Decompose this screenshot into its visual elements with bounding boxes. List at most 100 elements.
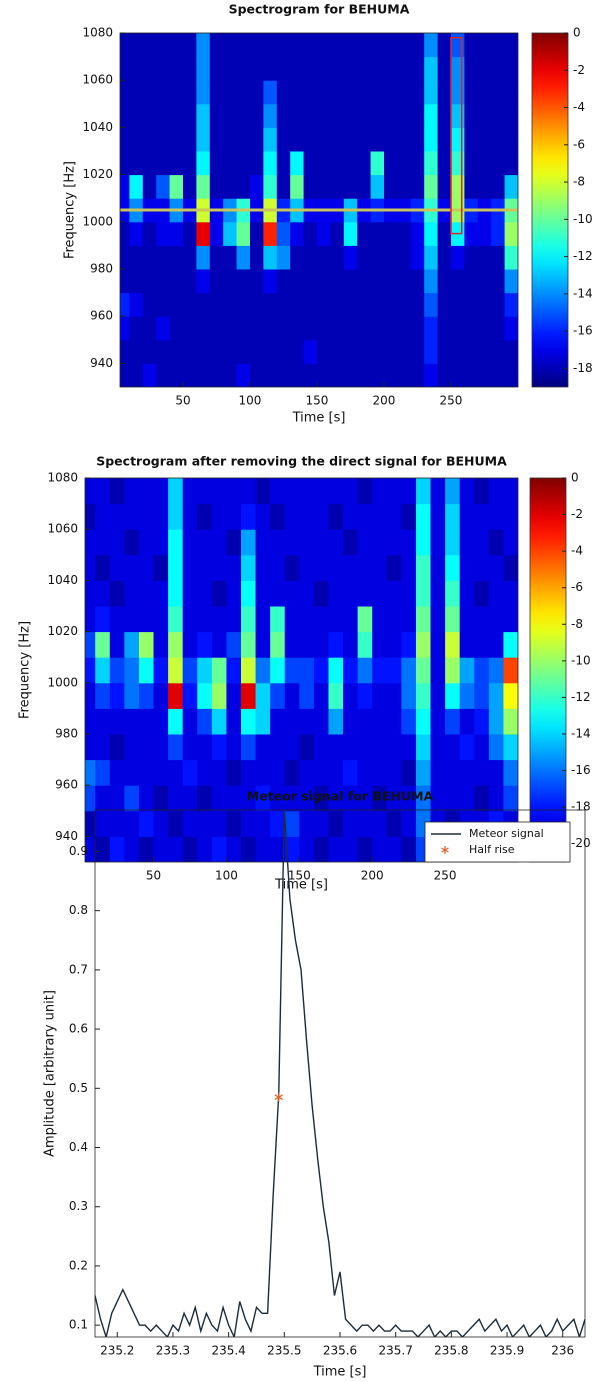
heat-cell <box>386 759 402 786</box>
heat-cell <box>182 529 198 556</box>
heat-cell <box>196 221 211 246</box>
heat-cell <box>330 56 345 81</box>
heat-cell <box>386 657 402 684</box>
heat-cell <box>401 503 417 530</box>
heat-cell <box>357 127 372 152</box>
y-tick-label: 1060 <box>47 522 78 536</box>
heat-cell <box>313 682 329 709</box>
y-tick-label: 1000 <box>47 675 78 689</box>
heat-cell <box>120 151 130 176</box>
heat-cell <box>328 606 344 633</box>
heat-cell <box>209 103 224 128</box>
heat-cell <box>303 174 318 199</box>
heat-cell <box>124 554 140 581</box>
heat-cell <box>328 529 344 556</box>
heat-cell <box>223 33 238 58</box>
heat-cell <box>343 339 358 364</box>
heat-cell <box>211 631 227 658</box>
heat-cell <box>209 33 224 58</box>
heat-cell <box>249 292 264 317</box>
y-tick-label: 1080 <box>82 26 113 40</box>
heat-cell <box>85 554 96 581</box>
heat-cell <box>236 56 251 81</box>
heat-cell <box>357 810 373 837</box>
heat-cell <box>95 631 111 658</box>
heat-cell <box>255 785 271 812</box>
heat-cell <box>303 33 318 58</box>
heat-cell <box>445 554 461 581</box>
heat-cell <box>197 606 213 633</box>
heat-cell <box>142 174 157 199</box>
heat-cell <box>503 580 518 607</box>
heat-cell <box>226 529 242 556</box>
heat-cell <box>459 759 475 786</box>
x-tick-label: 235.4 <box>211 1344 245 1358</box>
heat-cell <box>284 554 300 581</box>
heat-cell <box>138 708 155 735</box>
heat-cell <box>153 708 169 735</box>
heat-cell <box>138 836 155 862</box>
heat-cell <box>370 245 385 270</box>
colorbar-tick-label: -12 <box>573 249 593 263</box>
heat-cell <box>196 127 211 152</box>
heat-cell <box>263 339 278 364</box>
heat-cell <box>270 785 286 812</box>
heat-cell <box>109 734 125 761</box>
heat-cell <box>299 554 315 581</box>
heat-cell <box>343 503 359 530</box>
heat-cell <box>303 269 318 294</box>
heat-cell <box>142 363 157 387</box>
heat-cell <box>182 151 197 176</box>
heat-cell <box>397 56 412 81</box>
heat-cell <box>109 785 125 812</box>
heat-cell <box>464 221 479 246</box>
heat-cell <box>236 127 251 152</box>
heat-cell <box>424 363 439 387</box>
heat-cell <box>459 631 475 658</box>
heat-cell <box>109 529 125 556</box>
heat-cell <box>357 631 373 658</box>
heat-cell <box>124 478 140 505</box>
heat-cell <box>182 33 197 58</box>
heat-cell <box>138 657 155 684</box>
heat-cell <box>357 151 372 176</box>
heat-cell <box>169 221 184 246</box>
heat-cell <box>226 785 242 812</box>
heat-cell <box>196 292 211 317</box>
heat-cell <box>372 631 388 658</box>
heat-cell <box>290 245 305 270</box>
heat-cell <box>437 174 452 199</box>
heat-cell <box>386 810 402 837</box>
heat-cell <box>445 503 461 530</box>
heat-cell <box>415 554 432 581</box>
heat-cell <box>343 103 358 128</box>
y-tick-label: 940 <box>55 829 78 843</box>
heat-cell <box>343 80 358 105</box>
heat-cell <box>169 245 184 270</box>
heat-cell <box>95 529 111 556</box>
heat-cell <box>430 580 446 607</box>
heat-cell <box>153 580 169 607</box>
colorbar-tick-label: -8 <box>571 617 583 631</box>
heat-cell <box>397 174 412 199</box>
heat-cell <box>437 316 452 341</box>
heat-cell <box>316 221 331 246</box>
y-tick-label: 0.2 <box>69 1258 88 1272</box>
heat-cell <box>124 708 140 735</box>
heat-cell <box>284 580 300 607</box>
heat-cell <box>445 682 461 709</box>
heat-cell <box>415 580 432 607</box>
heat-cell <box>383 174 398 199</box>
heat-cell <box>240 734 257 761</box>
heat-cell <box>424 245 439 270</box>
heat-cell <box>313 606 329 633</box>
heat-cell <box>284 734 300 761</box>
heat-cell <box>464 103 479 128</box>
heat-cell <box>240 785 257 812</box>
heat-cell <box>459 478 475 505</box>
heat-cell <box>424 151 439 176</box>
heat-cell <box>255 503 271 530</box>
heat-cell <box>450 151 465 176</box>
heat-cell <box>410 33 425 58</box>
